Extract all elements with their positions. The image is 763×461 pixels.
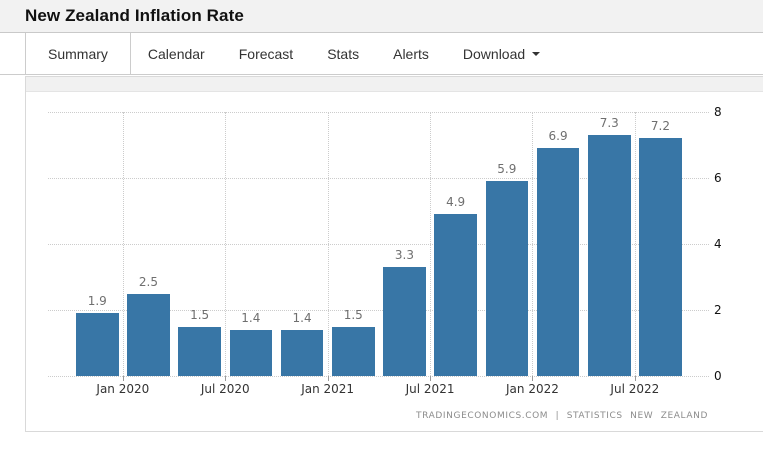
axis-tick-mark [225,376,227,381]
bar-value-label: 1.5 [343,307,363,322]
chart-toolbar-strip [26,77,763,92]
x-axis-tick-label: Jul 2021 [405,382,455,396]
page-header: New Zealand Inflation Rate [0,0,763,33]
bar[interactable] [383,267,426,376]
axis-tick-mark [122,376,124,381]
chevron-down-icon [532,51,541,56]
plot-area: 0 2 4 6 8 Jan 2020 Jul 2020 Jan 2021 Jul 2021 Jan… [48,105,722,396]
chart-source-caption: TRADINGECONOMICS.COM | STATISTICS NEW ZE… [416,411,708,421]
tab-download-label: Download [462,45,526,62]
bar-value-label: 7.3 [599,116,619,131]
tab-alerts-label: Alerts [393,45,429,62]
bar[interactable] [588,135,631,376]
bar[interactable] [485,181,529,376]
bar-value-label: 7.2 [650,119,670,134]
horizontal-gridline [48,310,709,311]
vertical-gridline [327,112,329,376]
x-axis-tick-label: Jan 2021 [301,382,355,396]
bar-value-label: 5.9 [497,162,517,177]
tab-bar: Summary Calendar Forecast Stats Alerts D… [0,33,763,75]
tab-forecast[interactable]: Forecast [222,33,310,74]
vertical-gridline [634,112,636,376]
axis-tick-mark [634,376,636,381]
bar-value-label: 6.9 [548,129,568,144]
vertical-gridline [225,112,227,376]
horizontal-gridline [48,112,709,113]
tab-forecast-label: Forecast [238,45,294,62]
bar-value-label: 1.4 [292,310,312,325]
bar[interactable] [76,313,119,376]
y-axis-tick-label: 8 [714,105,722,119]
y-axis-tick-label: 2 [714,303,722,317]
bar-value-label: 4.9 [446,195,466,210]
tab-summary[interactable]: Summary [25,33,131,74]
y-axis-tick-label: 4 [714,237,722,251]
axis-tick-mark [430,376,432,381]
x-axis-tick-label: Jan 2020 [96,382,150,396]
axis-tick-mark [327,376,329,381]
vertical-gridline [532,112,534,376]
y-axis-tick-label: 6 [714,171,722,185]
bar-value-label: 1.4 [241,310,261,325]
bar-value-label: 3.3 [394,248,414,263]
horizontal-gridline [48,376,709,377]
tab-stats[interactable]: Stats [310,33,376,74]
tab-stats-label: Stats [327,45,360,62]
vertical-gridline [430,112,432,376]
page-title: New Zealand Inflation Rate [25,6,244,25]
bar[interactable] [280,329,324,376]
bar-value-label: 1.5 [190,307,210,322]
bar-value-label: 2.5 [138,274,158,289]
tab-calendar[interactable]: Calendar [131,33,222,74]
bar[interactable] [639,138,682,376]
x-axis-tick-label: Jul 2020 [200,382,250,396]
y-axis-tick-label: 0 [714,369,722,383]
tab-download[interactable]: Download [446,33,557,74]
tab-alerts[interactable]: Alerts [376,33,446,74]
bar[interactable] [536,148,580,376]
bar[interactable] [434,214,477,376]
tab-calendar-label: Calendar [147,45,205,62]
horizontal-gridline [48,178,709,179]
chart-panel: 0 2 4 6 8 Jan 2020 Jul 2020 Jan 2021 Jul 2021 Jan… [25,76,763,432]
horizontal-gridline [48,244,709,245]
x-axis-tick-label: Jul 2022 [610,382,660,396]
bar[interactable] [229,329,273,376]
axis-tick-mark [532,376,534,381]
tab-summary-label: Summary [48,45,108,62]
bar[interactable] [178,326,221,376]
bar[interactable] [127,293,170,376]
bar[interactable] [332,326,375,376]
bar-value-label: 1.9 [87,294,107,309]
vertical-gridline [122,112,124,376]
x-axis-tick-label: Jan 2022 [506,382,559,396]
